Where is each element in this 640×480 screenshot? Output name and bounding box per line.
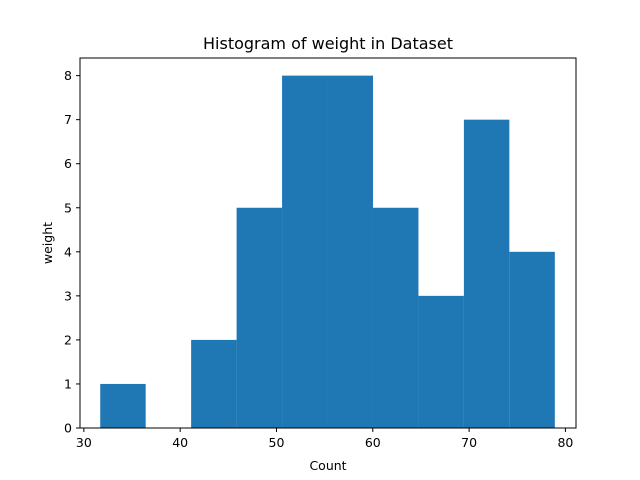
- histogram-bar-5: [327, 75, 373, 429]
- x-tick-label: 50: [269, 435, 285, 450]
- x-tick-label: 60: [365, 435, 381, 450]
- plot-frame: [79, 57, 577, 429]
- histogram-bar-4: [282, 75, 328, 429]
- chart-title: Histogram of weight in Dataset: [203, 34, 453, 53]
- histogram-bar-2: [191, 339, 237, 428]
- bars-group: [100, 75, 555, 429]
- x-axis-label: Count: [309, 458, 346, 473]
- y-tick-label: 2: [64, 332, 72, 347]
- histogram-bar-3: [236, 207, 283, 428]
- histogram-bar-7: [418, 295, 464, 428]
- histogram-bar-9: [509, 251, 555, 428]
- x-tick-label: 40: [172, 435, 188, 450]
- y-axis-label: weight: [40, 222, 55, 264]
- x-tick-label: 70: [461, 435, 477, 450]
- x-tick-label: 30: [76, 435, 92, 450]
- x-axis-ticks: 30 40 50 60 70 80: [76, 428, 573, 450]
- y-tick-label: 4: [64, 244, 72, 259]
- histogram-bar-0: [100, 383, 146, 428]
- histogram-bar-6: [372, 207, 419, 428]
- x-tick-label: 80: [557, 435, 573, 450]
- y-tick-label: 0: [64, 421, 72, 436]
- y-tick-label: 7: [64, 112, 72, 127]
- y-tick-label: 6: [64, 156, 72, 171]
- y-tick-label: 3: [64, 288, 72, 303]
- y-tick-label: 5: [64, 200, 72, 215]
- y-tick-label: 1: [64, 376, 72, 391]
- y-tick-label: 8: [64, 68, 72, 83]
- y-axis-ticks: 0 1 2 3 4 5 6 7 8: [64, 68, 80, 436]
- histogram-bar-8: [463, 119, 510, 429]
